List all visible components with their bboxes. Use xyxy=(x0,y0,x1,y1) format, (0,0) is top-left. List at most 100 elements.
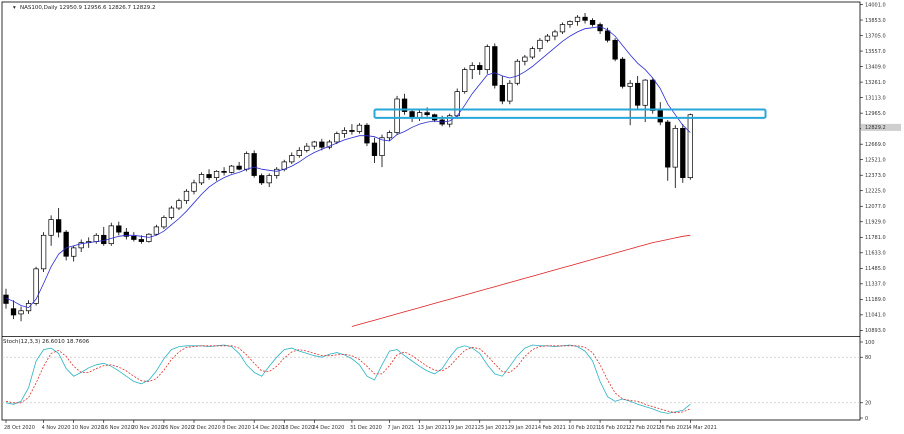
date-tick-label: 24 Dec 2020 xyxy=(312,425,344,431)
candle xyxy=(364,123,370,147)
candle-body xyxy=(657,110,663,123)
candle-body xyxy=(379,137,385,156)
candle xyxy=(206,169,212,180)
candle xyxy=(514,59,521,86)
candle-body xyxy=(665,121,671,168)
candle xyxy=(484,44,490,74)
fast-moving-average xyxy=(5,26,691,309)
menu-glyph-icon[interactable]: ▾ xyxy=(13,5,16,11)
candle-body xyxy=(394,98,400,133)
stoch-main-line xyxy=(5,344,691,414)
candle-body xyxy=(484,46,490,70)
date-tick-label: 19 Jan 2021 xyxy=(448,425,478,431)
candle-body xyxy=(574,16,581,22)
candle-body xyxy=(499,85,505,102)
price-tick-label: 12521.0 xyxy=(865,157,886,163)
candle-body xyxy=(304,145,310,151)
price-tick-label: 12965.0 xyxy=(865,111,886,117)
candle-body xyxy=(131,235,137,240)
candle xyxy=(386,130,393,141)
candle xyxy=(469,62,475,80)
candle-body xyxy=(454,91,460,117)
date-tick-label: 25 Jan 2021 xyxy=(478,425,508,431)
candle-body xyxy=(334,133,340,143)
candle xyxy=(574,15,581,26)
candle-body xyxy=(627,82,633,87)
date-tick-label: 13 Jan 2021 xyxy=(418,425,448,431)
candle-body xyxy=(55,219,62,233)
stoch-tick-label: 20 xyxy=(865,401,871,407)
candle xyxy=(409,109,415,123)
candle xyxy=(48,215,54,246)
candle xyxy=(55,208,62,238)
current-price-label: 12829.2 xyxy=(865,125,886,131)
date-tick-label: 16 Nov 2020 xyxy=(102,425,134,431)
candle xyxy=(183,189,190,204)
candle-body xyxy=(492,46,498,86)
candle-body xyxy=(78,242,84,249)
candle-body xyxy=(522,56,528,62)
candle xyxy=(462,67,468,94)
price-tick-label: 12225.0 xyxy=(865,189,886,195)
date-tick-label: 29 Jan 2021 xyxy=(508,425,538,431)
candle-body xyxy=(71,247,77,257)
candle-body xyxy=(168,207,175,218)
candle-body xyxy=(529,48,536,58)
candle xyxy=(687,113,693,180)
candle xyxy=(477,62,483,75)
candle xyxy=(236,161,242,171)
candle xyxy=(635,75,641,110)
candle-body xyxy=(612,39,618,60)
price-tick-label: 11189.0 xyxy=(865,297,886,303)
stoch-signal-line xyxy=(5,345,691,414)
candle xyxy=(401,93,408,115)
price-tick-label: 11337.0 xyxy=(865,282,886,288)
chart-frame xyxy=(1,1,861,421)
candle xyxy=(341,127,348,138)
candle-body xyxy=(552,31,558,37)
date-tick-label: 20 Nov 2020 xyxy=(132,425,164,431)
candle xyxy=(319,138,325,151)
candle-body xyxy=(537,39,543,50)
candle-body xyxy=(259,175,265,184)
candle-body xyxy=(206,174,212,178)
candle-body xyxy=(108,225,114,245)
candle-body xyxy=(10,308,17,316)
candle-body xyxy=(251,153,257,176)
candle xyxy=(650,78,656,114)
candle-body xyxy=(604,30,611,41)
candle-body xyxy=(356,124,363,132)
price-tick-label: 12077.0 xyxy=(865,204,886,210)
date-tick-label: 4 Mar 2021 xyxy=(688,425,717,431)
candle xyxy=(71,245,77,262)
candle-body xyxy=(567,21,573,25)
candle xyxy=(304,143,310,153)
candle xyxy=(259,173,265,185)
candle xyxy=(213,170,220,181)
candle-body xyxy=(319,141,325,148)
date-tick-label: 2 Dec 2020 xyxy=(192,425,221,431)
candle-body xyxy=(101,234,107,245)
candle-body xyxy=(176,200,182,209)
price-tick-label: 11929.0 xyxy=(865,220,886,226)
candle-body xyxy=(582,16,588,21)
candle xyxy=(349,124,355,135)
candle xyxy=(198,172,205,185)
candle-body xyxy=(477,65,483,70)
date-tick-label: 4 Nov 2020 xyxy=(42,425,71,431)
candle xyxy=(221,167,227,176)
candle xyxy=(582,13,588,24)
candle-body xyxy=(311,141,317,147)
candle-body xyxy=(424,112,430,116)
stochastic-pane: 100 80 20 0 xyxy=(2,340,875,422)
candle-body xyxy=(213,170,220,178)
candle xyxy=(289,152,295,164)
candle xyxy=(146,233,152,243)
current-price-marker xyxy=(861,123,901,131)
candle-body xyxy=(447,115,453,125)
candle xyxy=(394,95,400,135)
candle xyxy=(251,150,257,178)
candle xyxy=(176,198,182,211)
candle-body xyxy=(93,234,99,242)
